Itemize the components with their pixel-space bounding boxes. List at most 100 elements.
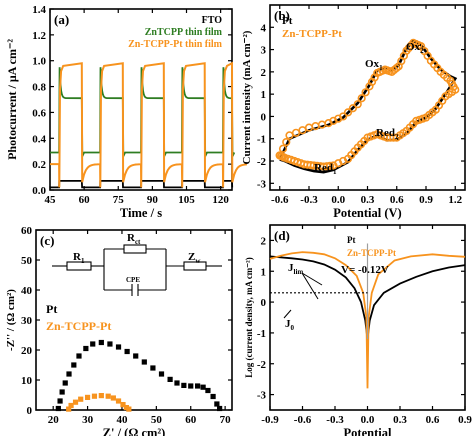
rct-label: Rct bbox=[127, 232, 141, 246]
zntcpp-pt-nyquist-marker bbox=[91, 393, 98, 399]
zntcpp-pt-nyquist-marker bbox=[66, 406, 72, 412]
axes-b: -0.6 -0.3 0.0 0.3 0.6 0.9 1.2 -3 -2 -1 0 1 2 3 4 Potent… bbox=[241, 4, 466, 220]
pt-nyquist-marker bbox=[174, 380, 180, 386]
x-axis-label: Potential (V) bbox=[333, 206, 401, 220]
y-tick-label: 1.2 bbox=[32, 30, 46, 42]
y-tick-label: 20 bbox=[21, 345, 33, 357]
zw-label: Zw bbox=[188, 251, 201, 265]
jlim-pointer bbox=[301, 272, 323, 286]
y-tick-label: 0.4 bbox=[32, 133, 46, 145]
legend-zntcpp-pt: Zn-TCPP-Pt bbox=[347, 248, 396, 258]
rct-resistor bbox=[123, 244, 147, 254]
x-tick-label: 1.2 bbox=[448, 194, 462, 206]
j0-label: J0 bbox=[285, 318, 295, 332]
y-tick-label: -2 bbox=[257, 156, 267, 168]
x-tick-label: 105 bbox=[178, 194, 195, 206]
pt-tafel-line bbox=[269, 255, 466, 340]
pt-nyquist-marker bbox=[55, 405, 61, 412]
panel-label: (a) bbox=[54, 12, 69, 27]
y-tick-label: 10 bbox=[21, 375, 33, 387]
y-tick-label: 50 bbox=[21, 255, 33, 267]
jlim-pointer bbox=[301, 272, 319, 300]
r1-label: R1 bbox=[73, 251, 85, 265]
x-tick-label: 120 bbox=[212, 194, 229, 206]
r1-resistor bbox=[66, 261, 92, 271]
x-tick-label: 45 bbox=[45, 194, 57, 206]
zntcpp-pt-nyquist-marker bbox=[72, 399, 79, 405]
y-tick-label: 0.0 bbox=[32, 185, 46, 197]
x-tick-label: 90 bbox=[147, 194, 159, 206]
y-axis-label: Log (current density, mA cm⁻²) bbox=[244, 257, 254, 378]
zntcpp-pt-cv-marker bbox=[291, 128, 301, 137]
zntcpp-pt-cv-marker bbox=[285, 131, 294, 140]
y-tick-label: 0 bbox=[261, 111, 267, 123]
x-tick-label: 40 bbox=[116, 414, 128, 426]
zntcpp-pt-nyquist-marker bbox=[84, 394, 91, 400]
zntcpp-pt-cv-marker bbox=[282, 137, 291, 147]
x-tick-label: -0.6 bbox=[294, 414, 312, 426]
equivalent-circuit: R1 Rct CPE Zw bbox=[52, 232, 222, 296]
zntcpp-pt-nyquist-marker bbox=[120, 402, 126, 408]
zntcpp-pt-cv-marker bbox=[275, 151, 284, 160]
zntcpp-pt-cv-marker bbox=[361, 88, 370, 97]
x-tick-label: 20 bbox=[48, 414, 60, 426]
axes-c: 20 30 40 50 60 70 0 10 20 30 40 50 60 Z' / (Ω cm²) -Z'… bbox=[5, 225, 233, 436]
y-tick-label: 1 bbox=[261, 266, 267, 278]
x-tick-label: 0.0 bbox=[331, 194, 345, 206]
y-axis-label: -Z'' / (Ω cm²) bbox=[5, 289, 17, 351]
pt-nyquist-marker bbox=[158, 371, 165, 377]
ox1-label: Ox1 bbox=[365, 58, 383, 72]
zntcpp-pt-series-line bbox=[50, 61, 247, 188]
x-tick-label: 0.9 bbox=[419, 194, 433, 206]
x-axis-label: Time / s bbox=[120, 206, 162, 220]
pt-nyquist-marker bbox=[59, 389, 65, 395]
y-axis-label: Photocurrent / μA cm⁻² bbox=[5, 39, 19, 160]
y-tick-label: 0 bbox=[261, 297, 267, 309]
zntcpp-pt-cv-marker bbox=[339, 112, 348, 121]
y-tick-label: -2 bbox=[257, 359, 267, 371]
y-tick-label: 1 bbox=[261, 89, 267, 101]
pt-nyquist-marker bbox=[210, 393, 216, 400]
legend-zntcpp: ZnTCPP thin film bbox=[145, 27, 223, 38]
y-tick-label: 4 bbox=[261, 22, 267, 34]
y-tick-label: 3 bbox=[261, 45, 267, 57]
x-tick-label: 0.0 bbox=[361, 414, 375, 426]
pt-nyquist-marker bbox=[90, 341, 96, 347]
panel-label: (c) bbox=[40, 233, 54, 248]
x-tick-label: 0.6 bbox=[390, 194, 404, 206]
pt-nyquist-marker bbox=[188, 383, 194, 389]
panel-label: (b) bbox=[274, 8, 290, 23]
legend-pt: Pt bbox=[347, 235, 356, 245]
x-tick-label: 0.3 bbox=[361, 194, 375, 206]
y-tick-label: -1 bbox=[257, 134, 266, 146]
legend-fto: FTO bbox=[202, 15, 223, 26]
zntcpp-pt-cv-marker bbox=[343, 108, 353, 117]
zntcpp-pt-nyquist-marker bbox=[68, 402, 74, 409]
y-tick-label: 0.6 bbox=[32, 107, 46, 119]
pt-nyquist-marker bbox=[71, 362, 77, 368]
y-tick-label: -3 bbox=[257, 390, 267, 402]
pt-nyquist-marker bbox=[141, 359, 147, 365]
zntcpp-pt-nyquist-marker bbox=[115, 398, 122, 404]
legend-zntcpp-pt: Zn-TCPP-Pt thin film bbox=[128, 39, 223, 50]
x-axis-label: Z' / (Ω cm²) bbox=[103, 426, 166, 436]
x-axis-label: Potential bbox=[344, 426, 392, 436]
pt-nyquist-marker bbox=[57, 398, 63, 404]
zntcpp-pt-nyquist-marker bbox=[78, 396, 84, 402]
zntcpp-pt-nyquist-marker bbox=[105, 393, 111, 399]
zntcpp-pt-cv-marker bbox=[357, 94, 366, 103]
pt-nyquist-marker bbox=[181, 382, 187, 388]
cpe-label: CPE bbox=[126, 276, 140, 284]
pt-nyquist-marker bbox=[83, 345, 89, 352]
zntcpp-pt-cv-marker bbox=[348, 104, 357, 113]
zntcpp-pt-cv-marker bbox=[353, 100, 362, 109]
pt-nyquist-marker bbox=[133, 353, 139, 359]
x-tick-label: 0.9 bbox=[458, 414, 472, 426]
legend-pt: Pt bbox=[282, 15, 293, 27]
zntcpp-series-line bbox=[50, 67, 236, 157]
x-tick-label: 30 bbox=[82, 414, 94, 426]
y-tick-label: -3 bbox=[257, 178, 267, 190]
pt-nyquist-marker bbox=[195, 383, 201, 389]
y-tick-label: 2 bbox=[261, 67, 267, 79]
